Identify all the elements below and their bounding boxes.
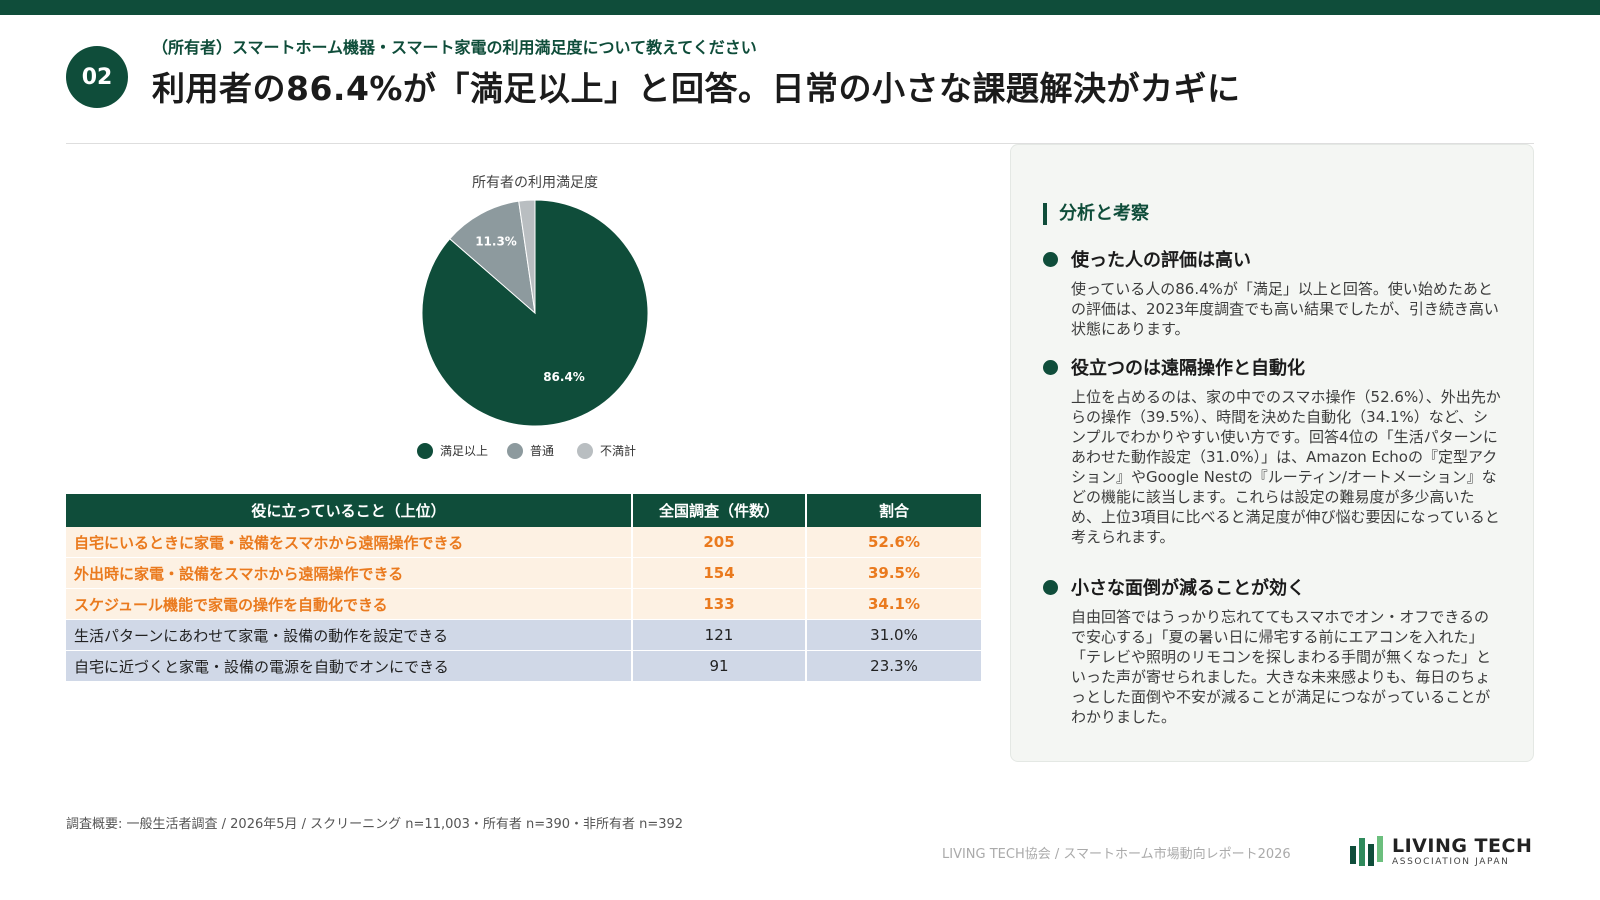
page-title: 利用者の86.4%が「満足以上」と回答。日常の小さな課題解決がカギに — [152, 69, 1241, 108]
top-accent-bar — [0, 0, 1600, 15]
question-subtitle: （所有者）スマートホーム機器・スマート家電の利用満足度について教えてください — [152, 38, 757, 57]
row-item: 外出時に家電・設備をスマホから遠隔操作できる — [66, 558, 633, 589]
survey-note: 調査概要: 一般生活者調査 / 2026年5月 / スクリーニング n=11,0… — [66, 817, 684, 832]
table-row: 生活パターンにあわせて家電・設備の動作を設定できる 121 31.0% — [66, 620, 981, 651]
header-count: 全国調査（件数） — [633, 494, 807, 527]
table-row: 自宅にいるときに家電・設備をスマホから遠隔操作できる 205 52.6% — [66, 527, 981, 558]
table-row: 外出時に家電・設備をスマホから遠隔操作できる 154 39.5% — [66, 558, 981, 589]
point-title: 役立つのは遠隔操作と自動化 — [1071, 358, 1305, 379]
row-count: 91 — [633, 651, 807, 682]
analysis-point: 使った人の評価は高い 使っている人の86.4%が「満足」以上と回答。使い始めたあ… — [1043, 245, 1503, 339]
bullet-dot-icon — [1043, 359, 1058, 375]
row-item: 生活パターンにあわせて家電・設備の動作を設定できる — [66, 620, 633, 651]
row-count: 133 — [633, 589, 807, 620]
association-logo: LIVING TECH ASSOCIATION JAPAN — [1350, 836, 1532, 868]
pie-slice-3 — [518, 199, 536, 314]
row-pct: 52.6% — [807, 527, 981, 558]
row-count: 121 — [633, 620, 807, 651]
header-item: 役に立っていること（上位） — [66, 494, 633, 527]
point-body: 使っている人の86.4%が「満足」以上と回答。使い始めたあとの評価は、2023年… — [1071, 280, 1499, 338]
point-title-row: 小さな面倒が減ることが効く — [1043, 573, 1503, 601]
legend-label-1: 満足以上 — [440, 444, 488, 458]
point-title-row: 役立つのは遠隔操作と自動化 — [1043, 353, 1503, 381]
point-body: 自由回答ではうっかり忘れててもスマホでオン・オフできるので安心する」「夏の暑い日… — [1071, 608, 1492, 726]
row-count: 205 — [633, 527, 807, 558]
point-title: 小さな面倒が減ることが効く — [1071, 578, 1305, 599]
point-body: 上位を占めるのは、家の中でのスマホ操作（52.6%）、外出先からの操作（39.5… — [1071, 388, 1501, 546]
table-header-row: 役に立っていること（上位） 全国調査（件数） 割合 — [66, 494, 981, 527]
pie-svg: 所有者の利用満足度 86.4% 11.3% 満足以上 普通 不満計 — [417, 175, 649, 459]
row-item: 自宅に近づくと家電・設備の電源を自動でオンにできる — [66, 651, 633, 682]
bullet-dot-icon — [1043, 251, 1058, 267]
analysis-point: 役立つのは遠隔操作と自動化 上位を占めるのは、家の中でのスマホ操作（52.6%）… — [1043, 353, 1503, 547]
logo-text: LIVING TECH — [1392, 835, 1533, 857]
legend-swatch-1 — [417, 443, 433, 459]
legend-label-3: 不満計 — [600, 443, 636, 458]
row-item: スケジュール機能で家電の操作を自動化できる — [66, 589, 633, 620]
footer-credit: LIVING TECH協会 / スマートホーム市場動向レポート2026 — [942, 847, 1291, 862]
analysis-point: 小さな面倒が減ることが効く 自由回答ではうっかり忘れててもスマホでオン・オフでき… — [1043, 573, 1503, 727]
analysis-heading: 分析と考察 — [1043, 203, 1149, 225]
row-count: 154 — [633, 558, 807, 589]
header-pct: 割合 — [807, 494, 981, 527]
row-pct: 23.3% — [807, 651, 981, 682]
section-number-badge: 02 — [66, 46, 128, 108]
legend-swatch-2 — [507, 443, 523, 459]
row-pct: 34.1% — [807, 589, 981, 620]
table-row: 自宅に近づくと家電・設備の電源を自動でオンにできる 91 23.3% — [66, 651, 981, 682]
legend-label-2: 普通 — [530, 444, 554, 458]
pie-data-label-1: 86.4% — [543, 370, 585, 384]
row-pct: 39.5% — [807, 558, 981, 589]
point-title-row: 使った人の評価は高い — [1043, 245, 1503, 273]
benefits-table: 役に立っていること（上位） 全国調査（件数） 割合 自宅にいるときに家電・設備を… — [66, 494, 981, 682]
bullet-dot-icon — [1043, 579, 1058, 595]
row-item: 自宅にいるときに家電・設備をスマホから遠隔操作できる — [66, 527, 633, 558]
analysis-panel: 分析と考察 使った人の評価は高い 使っている人の86.4%が「満足」以上と回答。… — [1010, 144, 1534, 762]
row-pct: 31.0% — [807, 620, 981, 651]
header-divider — [66, 143, 1534, 144]
satisfaction-pie-chart: 所有者の利用満足度 86.4% 11.3% 満足以上 普通 不満計 — [380, 170, 690, 470]
pie-slice-2 — [449, 200, 536, 315]
pie-slice-1 — [421, 199, 649, 427]
table-row: スケジュール機能で家電の操作を自動化できる 133 34.1% — [66, 589, 981, 620]
logo-mark-icon — [1350, 836, 1383, 866]
chart-title: 所有者の利用満足度 — [472, 175, 598, 191]
legend-swatch-3 — [577, 443, 593, 459]
point-title: 使った人の評価は高い — [1071, 250, 1251, 271]
pie-data-label-2: 11.3% — [475, 235, 517, 249]
logo-subtext: ASSOCIATION JAPAN — [1392, 857, 1510, 867]
